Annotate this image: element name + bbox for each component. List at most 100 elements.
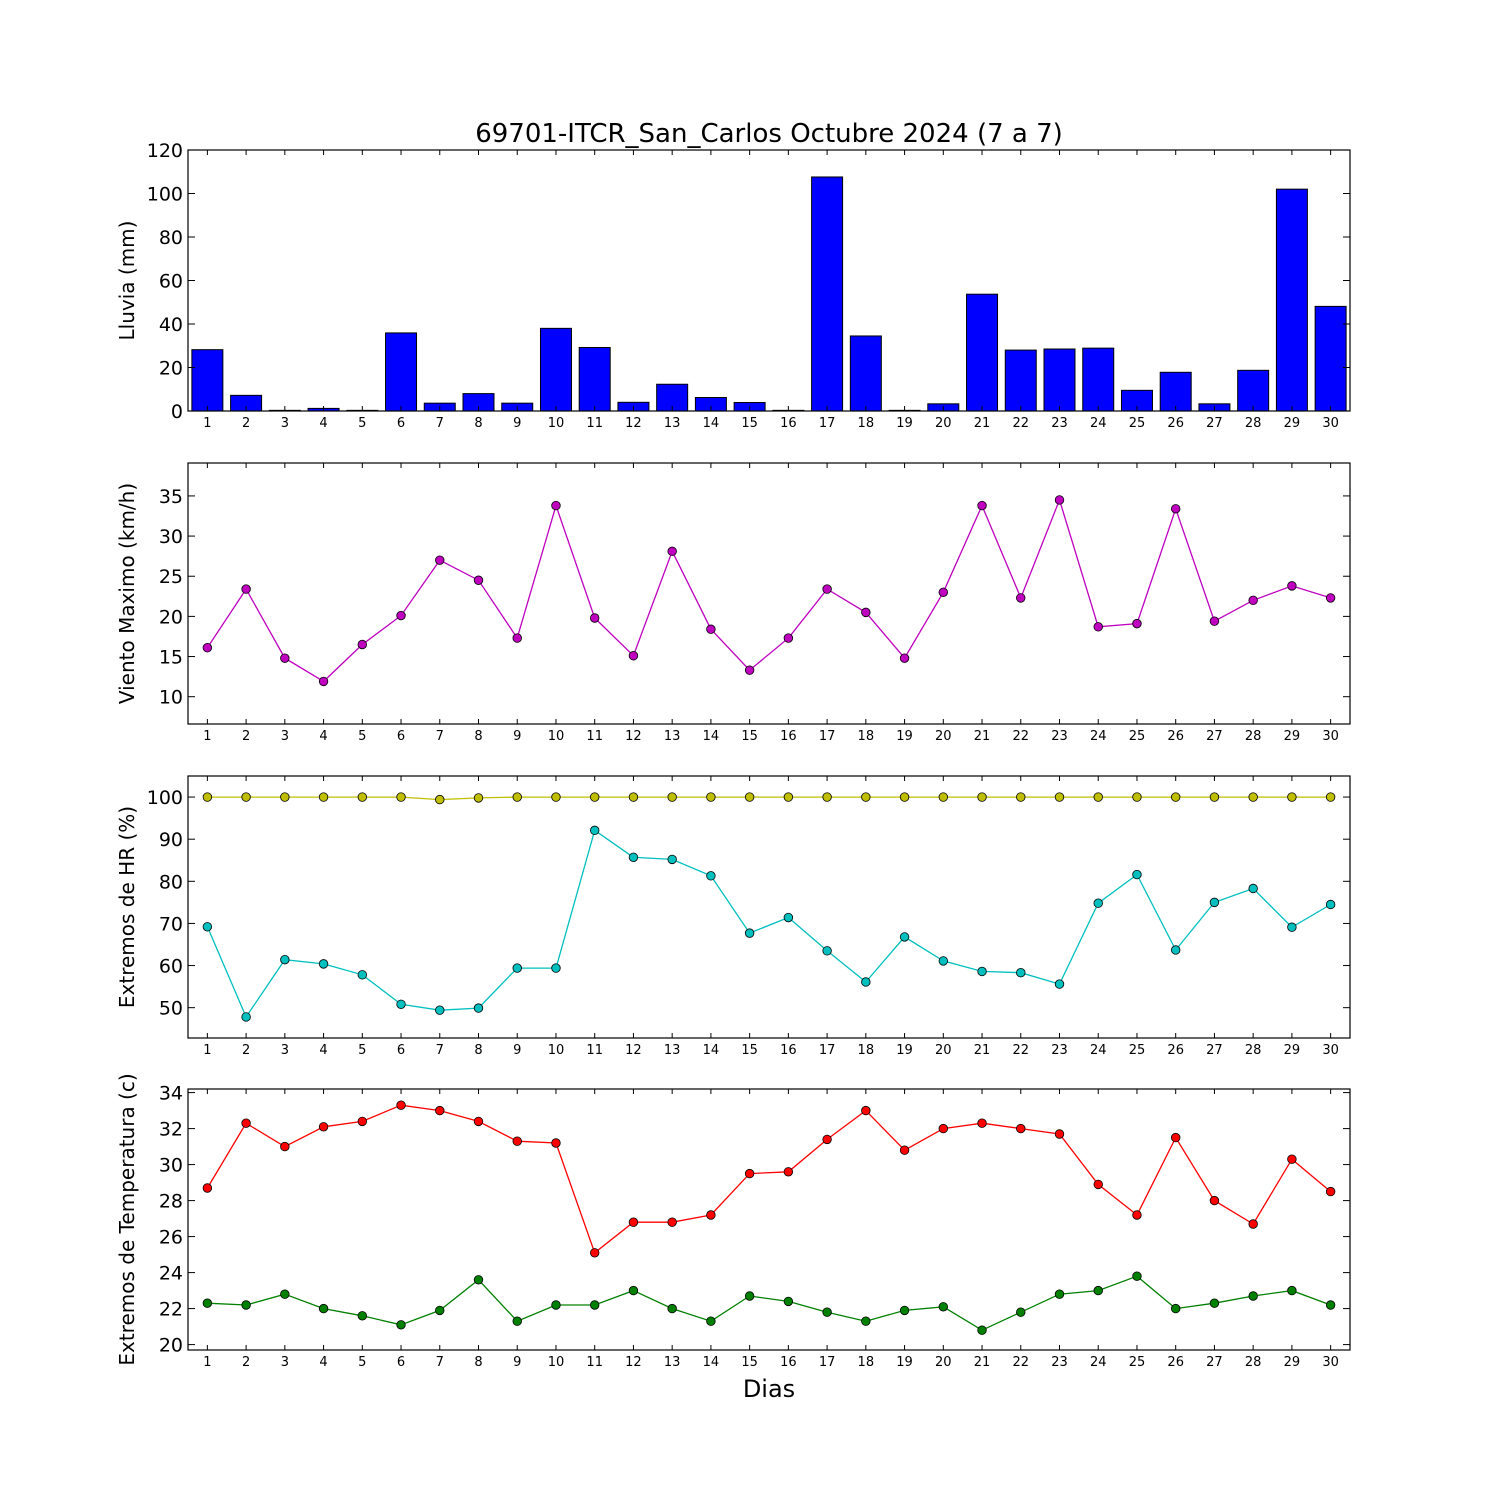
x-tick-label: 26 <box>1167 1043 1184 1058</box>
x-tick-label: 17 <box>819 729 836 744</box>
point-series-1-day-12 <box>628 792 639 802</box>
panel-frame <box>187 462 1351 725</box>
x-tick-label: 27 <box>1206 1043 1223 1058</box>
point-series-1-day-29 <box>1287 581 1297 591</box>
point-series-1-day-23 <box>1054 495 1065 505</box>
y-tick-label: 100 <box>147 787 183 809</box>
x-tick-label: 14 <box>703 416 720 431</box>
point-series-2-day-13 <box>667 854 677 865</box>
point-series-1-day-8 <box>473 575 484 585</box>
bar-day-18 <box>849 335 882 412</box>
x-tick-label: 26 <box>1167 1355 1184 1370</box>
point-series-2-day-10 <box>551 963 561 973</box>
x-tick-label: 8 <box>474 1355 482 1370</box>
x-tick-label: 30 <box>1322 1355 1339 1370</box>
point-series-1-day-14 <box>706 792 716 802</box>
point-series-2-day-6 <box>396 999 406 1010</box>
point-series-2-day-7 <box>435 1305 445 1316</box>
x-tick-label: 3 <box>281 416 289 431</box>
point-series-1-day-7 <box>435 794 445 805</box>
point-series-1-day-14 <box>706 1210 716 1220</box>
y-tick-label: 120 <box>147 140 183 162</box>
x-tick-label: 21 <box>974 729 991 744</box>
x-tick-label: 6 <box>397 416 405 431</box>
point-series-2-day-26 <box>1170 945 1181 955</box>
x-tick-label: 6 <box>397 1043 405 1058</box>
x-tick-label: 28 <box>1245 416 1262 431</box>
point-series-1-day-16 <box>783 633 794 643</box>
point-series-2-day-22 <box>1016 1307 1026 1317</box>
x-tick-label: 29 <box>1284 729 1301 744</box>
point-series-2-day-20 <box>938 1302 949 1312</box>
point-series-1-day-1 <box>202 1183 213 1193</box>
x-tick-label: 12 <box>625 729 642 744</box>
x-tick-label: 23 <box>1051 1043 1068 1058</box>
point-series-1-day-4 <box>318 792 329 802</box>
bar-day-24 <box>1082 347 1115 412</box>
point-series-1-day-13 <box>667 546 677 557</box>
bar-day-11 <box>578 346 611 412</box>
point-series-1-day-30 <box>1325 593 1336 603</box>
x-tick-label: 11 <box>586 1355 603 1370</box>
point-series-2-day-6 <box>396 1320 406 1330</box>
x-tick-label: 16 <box>780 1355 797 1370</box>
x-tick-label: 13 <box>664 416 681 431</box>
point-series-1-day-20 <box>938 1123 949 1134</box>
point-series-1-day-9 <box>512 633 522 643</box>
x-tick-label: 19 <box>896 1043 913 1058</box>
point-series-2-day-15 <box>744 928 755 938</box>
x-tick-label: 3 <box>281 1043 289 1058</box>
x-tick-label: 23 <box>1051 1355 1068 1370</box>
point-series-1-day-26 <box>1170 792 1181 802</box>
y-axis-label: Viento Maximo (km/h) <box>115 483 139 704</box>
x-tick-label: 16 <box>780 416 797 431</box>
point-series-2-day-14 <box>706 871 716 881</box>
y-tick-label: 30 <box>159 526 183 548</box>
x-tick-label: 19 <box>896 1355 913 1370</box>
point-series-1-day-5 <box>357 1116 368 1127</box>
x-tick-label: 25 <box>1129 729 1146 744</box>
x-tick-label: 17 <box>819 1355 836 1370</box>
x-tick-label: 25 <box>1129 416 1146 431</box>
point-series-2-day-21 <box>977 1325 987 1335</box>
x-tick-label: 12 <box>625 1355 642 1370</box>
x-tick-label: 19 <box>896 416 913 431</box>
x-tick-label: 22 <box>1012 416 1029 431</box>
x-tick-label: 7 <box>436 1043 444 1058</box>
y-tick-label: 35 <box>159 486 183 508</box>
point-series-2-day-1 <box>202 922 213 932</box>
point-series-1-day-1 <box>202 643 213 653</box>
point-series-2-day-15 <box>744 1291 755 1301</box>
x-tick-label: 14 <box>703 1355 720 1370</box>
point-series-1-day-16 <box>783 792 794 802</box>
point-series-1-day-10 <box>551 792 561 802</box>
x-tick-label: 29 <box>1284 416 1301 431</box>
point-series-2-day-5 <box>357 970 368 980</box>
point-series-1-day-27 <box>1209 1195 1220 1206</box>
point-series-2-day-2 <box>241 1300 251 1310</box>
point-series-2-day-25 <box>1132 1271 1142 1281</box>
point-series-2-day-29 <box>1287 922 1297 932</box>
y-tick-label: 0 <box>171 401 183 423</box>
x-tick-label: 8 <box>474 1043 482 1058</box>
x-tick-label: 2 <box>242 416 250 431</box>
point-series-1-day-25 <box>1132 1210 1142 1220</box>
x-tick-label: 24 <box>1090 1043 1107 1058</box>
point-series-1-day-4 <box>318 676 329 687</box>
point-series-1-day-25 <box>1132 792 1142 802</box>
y-tick-label: 26 <box>159 1227 183 1249</box>
point-series-2-day-4 <box>318 959 329 969</box>
point-series-1-day-26 <box>1170 1132 1181 1143</box>
point-series-1-day-6 <box>396 610 406 621</box>
x-tick-label: 5 <box>358 729 366 744</box>
point-series-1-day-28 <box>1248 595 1258 606</box>
series-line-1 <box>207 796 1331 801</box>
x-tick-label: 29 <box>1284 1043 1301 1058</box>
point-series-1-day-6 <box>396 1100 406 1110</box>
point-series-1-day-11 <box>590 1248 600 1258</box>
point-series-1-day-13 <box>667 1217 677 1227</box>
